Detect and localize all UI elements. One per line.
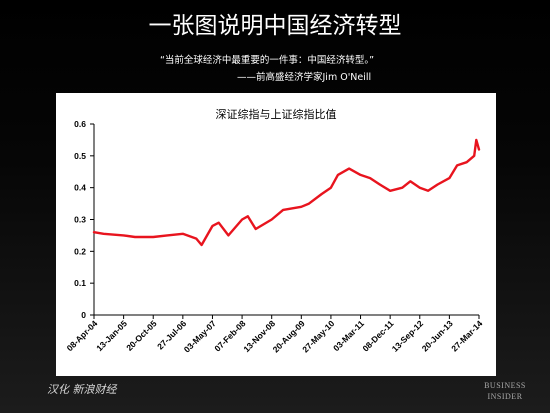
logo-line-1: BUSINESS	[484, 381, 526, 390]
y-tick-label: 0.6	[74, 119, 86, 129]
y-tick-label: 0.3	[74, 215, 86, 225]
business-insider-logo: BUSINESS INSIDER	[470, 380, 540, 402]
y-tick-label: 0.5	[74, 151, 86, 161]
series-layer	[92, 138, 481, 247]
quote-text: “当前全球经济中最重要的一件事：中国经济转型。”	[160, 55, 375, 66]
x-tick-label: 08-Apr-04	[65, 318, 100, 353]
x-tick-label: 03-May-07	[182, 318, 218, 354]
chart-title: 深证综指与上证综指比值	[216, 107, 337, 121]
x-tick-label: 27-Mar-14	[449, 318, 484, 353]
ratio-series-line	[92, 138, 481, 247]
logo-line-2: INSIDER	[487, 392, 523, 401]
x-tick-label: 13-Jan-05	[94, 318, 129, 353]
slide-title: 一张图说明中国经济转型	[148, 13, 402, 39]
y-tick-label: 0.2	[74, 246, 86, 256]
line-chart: 深证综指与上证综指比值 0 0.1 0.2 0.3 0.4 0.5 0.6 08-Apr-04…	[65, 107, 485, 354]
x-tick-label: 20-Oct-05	[124, 318, 159, 353]
translation-credit: 汉化 新浪财经	[47, 383, 117, 396]
chart-panel: 深证综指与上证综指比值 0 0.1 0.2 0.3 0.4 0.5 0.6 08-Apr-04…	[56, 93, 496, 376]
x-tick-label: 13-Sep-12	[390, 318, 426, 354]
quote-attribution: ——前高盛经济学家Jim O'Neill	[237, 72, 372, 83]
x-tick-label: 27-May-10	[300, 318, 336, 354]
y-tick-label: 0	[81, 310, 86, 320]
y-tick-label: 0.4	[74, 183, 86, 193]
y-tick-label: 0.1	[74, 278, 86, 288]
